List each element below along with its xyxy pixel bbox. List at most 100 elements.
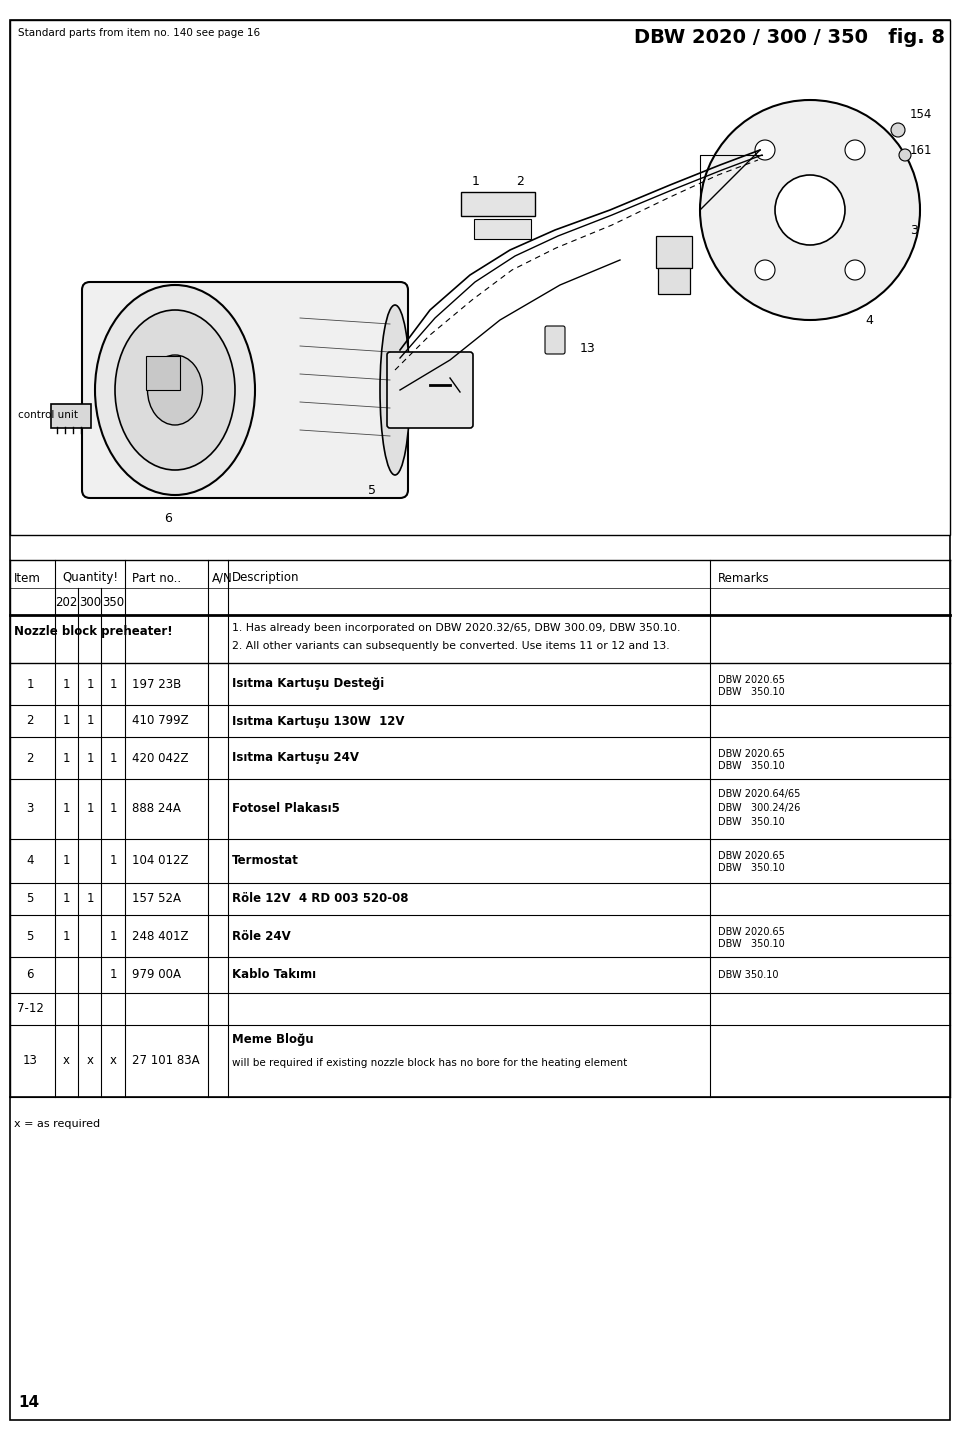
Circle shape xyxy=(845,260,865,280)
Text: 1: 1 xyxy=(62,893,70,906)
Text: DBW   300.24/26: DBW 300.24/26 xyxy=(718,803,801,813)
Text: Fotosel Plakası5: Fotosel Plakası5 xyxy=(232,803,340,816)
Ellipse shape xyxy=(148,355,203,425)
Text: 248 401Z: 248 401Z xyxy=(132,930,188,943)
Text: 6: 6 xyxy=(164,512,172,525)
Text: DBW 2020.65: DBW 2020.65 xyxy=(718,675,785,685)
Text: x: x xyxy=(62,1054,69,1067)
Text: 27 101 83A: 27 101 83A xyxy=(132,1054,200,1067)
Text: 202: 202 xyxy=(55,596,77,609)
FancyBboxPatch shape xyxy=(51,404,91,428)
Text: 1: 1 xyxy=(62,930,70,943)
Text: 197 23B: 197 23B xyxy=(132,678,181,691)
Text: 1: 1 xyxy=(109,751,117,764)
Text: Part no..: Part no.. xyxy=(132,571,181,584)
Text: 350: 350 xyxy=(102,596,124,609)
Text: 888 24A: 888 24A xyxy=(132,803,180,816)
Text: 979 00A: 979 00A xyxy=(132,969,181,982)
Text: 3: 3 xyxy=(26,803,34,816)
Text: A/N: A/N xyxy=(212,571,232,584)
Text: 14: 14 xyxy=(18,1394,39,1410)
Circle shape xyxy=(755,260,775,280)
Text: DBW 2020.65: DBW 2020.65 xyxy=(718,851,785,861)
FancyBboxPatch shape xyxy=(656,236,692,268)
Text: 300: 300 xyxy=(79,596,101,609)
Text: 1: 1 xyxy=(472,174,480,187)
Text: Termostat: Termostat xyxy=(232,855,299,868)
Text: DBW 2020.65: DBW 2020.65 xyxy=(718,748,785,758)
Text: 13: 13 xyxy=(580,342,596,355)
FancyBboxPatch shape xyxy=(387,352,473,428)
Ellipse shape xyxy=(95,286,255,495)
Text: Isıtma Kartuşu 130W  12V: Isıtma Kartuşu 130W 12V xyxy=(232,714,404,728)
Text: 5: 5 xyxy=(26,930,34,943)
Text: DBW   350.10: DBW 350.10 xyxy=(718,761,784,771)
Text: DBW 2020.64/65: DBW 2020.64/65 xyxy=(718,789,801,799)
Text: 410 799Z: 410 799Z xyxy=(132,714,188,728)
Text: 1: 1 xyxy=(86,751,94,764)
Text: 1: 1 xyxy=(109,969,117,982)
Text: 1: 1 xyxy=(86,803,94,816)
Circle shape xyxy=(775,174,845,245)
Text: DBW   350.10: DBW 350.10 xyxy=(718,686,784,696)
Text: 1: 1 xyxy=(109,855,117,868)
Ellipse shape xyxy=(380,306,410,474)
Text: Nozzle block preheater!: Nozzle block preheater! xyxy=(14,624,173,637)
Text: DBW 2020 / 300 / 350   fig. 8: DBW 2020 / 300 / 350 fig. 8 xyxy=(634,27,945,48)
Text: 1: 1 xyxy=(62,803,70,816)
Bar xyxy=(10,20,950,535)
Text: 1: 1 xyxy=(62,678,70,691)
Text: 154: 154 xyxy=(910,108,932,121)
Text: 1: 1 xyxy=(62,855,70,868)
FancyBboxPatch shape xyxy=(146,356,180,389)
Text: 2: 2 xyxy=(26,714,34,728)
Circle shape xyxy=(700,99,920,320)
Text: 3: 3 xyxy=(910,224,918,236)
Text: 5: 5 xyxy=(26,893,34,906)
Text: 2: 2 xyxy=(26,751,34,764)
Text: Kablo Takımı: Kablo Takımı xyxy=(232,969,316,982)
Text: Röle 24V: Röle 24V xyxy=(232,930,291,943)
Text: Quantity!: Quantity! xyxy=(62,571,118,584)
Text: 1: 1 xyxy=(109,678,117,691)
Text: x: x xyxy=(86,1054,93,1067)
Text: 1. Has already been incorporated on DBW 2020.32/65, DBW 300.09, DBW 350.10.: 1. Has already been incorporated on DBW … xyxy=(232,623,681,633)
Text: x = as required: x = as required xyxy=(14,1119,100,1129)
Text: 6: 6 xyxy=(26,969,34,982)
Circle shape xyxy=(755,140,775,160)
Text: Meme Bloğu: Meme Bloğu xyxy=(232,1032,314,1045)
Text: will be required if existing nozzle block has no bore for the heating element: will be required if existing nozzle bloc… xyxy=(232,1058,627,1069)
Text: 1: 1 xyxy=(86,714,94,728)
Text: 1: 1 xyxy=(109,930,117,943)
Text: Röle 12V  4 RD 003 520-08: Röle 12V 4 RD 003 520-08 xyxy=(232,893,409,906)
Text: Isıtma Kartuşu 24V: Isıtma Kartuşu 24V xyxy=(232,751,359,764)
Text: DBW 350.10: DBW 350.10 xyxy=(718,970,779,981)
FancyBboxPatch shape xyxy=(474,219,531,239)
Text: 5: 5 xyxy=(368,483,376,496)
Circle shape xyxy=(891,123,905,137)
Text: 1: 1 xyxy=(109,803,117,816)
Text: 1: 1 xyxy=(26,678,34,691)
FancyBboxPatch shape xyxy=(658,268,690,294)
Text: 1: 1 xyxy=(86,678,94,691)
Text: 1: 1 xyxy=(86,893,94,906)
Text: DBW   350.10: DBW 350.10 xyxy=(718,818,784,828)
Text: DBW   350.10: DBW 350.10 xyxy=(718,862,784,872)
Text: 2: 2 xyxy=(516,174,524,187)
Text: 1: 1 xyxy=(62,714,70,728)
Text: Description: Description xyxy=(232,571,300,584)
Text: 7-12: 7-12 xyxy=(16,1002,43,1015)
FancyBboxPatch shape xyxy=(82,283,408,497)
Text: Standard parts from item no. 140 see page 16: Standard parts from item no. 140 see pag… xyxy=(18,27,260,37)
Text: 1: 1 xyxy=(62,751,70,764)
Text: 420 042Z: 420 042Z xyxy=(132,751,188,764)
Text: Remarks: Remarks xyxy=(718,571,770,584)
Text: 161: 161 xyxy=(910,144,932,157)
Circle shape xyxy=(845,140,865,160)
Text: DBW 2020.65: DBW 2020.65 xyxy=(718,927,785,937)
Text: control unit: control unit xyxy=(18,410,78,420)
Text: 4: 4 xyxy=(865,313,873,326)
Circle shape xyxy=(899,149,911,162)
Text: 2. All other variants can subsequently be converted. Use items 11 or 12 and 13.: 2. All other variants can subsequently b… xyxy=(232,642,670,650)
Text: 13: 13 xyxy=(23,1054,37,1067)
